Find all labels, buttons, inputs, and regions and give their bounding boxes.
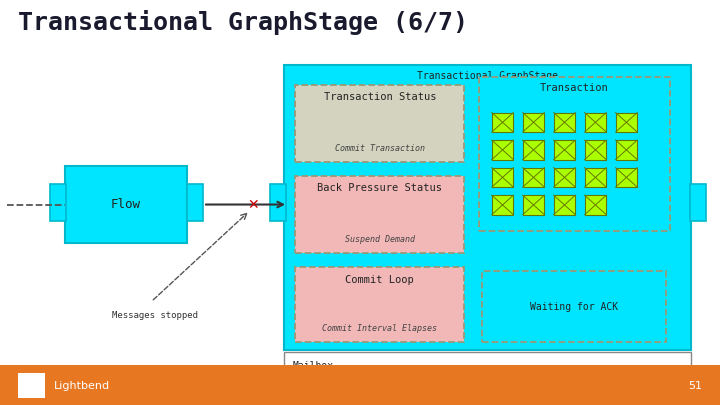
Text: Back Pressure Status: Back Pressure Status: [318, 183, 442, 194]
Text: Flow: Flow: [111, 198, 141, 211]
FancyBboxPatch shape: [65, 166, 187, 243]
FancyBboxPatch shape: [492, 168, 513, 187]
Text: ✕: ✕: [248, 198, 259, 211]
FancyBboxPatch shape: [690, 184, 706, 221]
FancyBboxPatch shape: [295, 176, 464, 253]
Text: 51: 51: [688, 381, 702, 390]
Text: Commit Loop: Commit Loop: [346, 275, 414, 285]
FancyBboxPatch shape: [616, 168, 637, 187]
FancyBboxPatch shape: [492, 195, 513, 215]
FancyBboxPatch shape: [482, 271, 666, 342]
Text: Transaction: Transaction: [540, 83, 608, 93]
FancyBboxPatch shape: [554, 140, 575, 160]
FancyBboxPatch shape: [616, 140, 637, 160]
Text: Transaction Status: Transaction Status: [323, 92, 436, 102]
FancyBboxPatch shape: [585, 195, 606, 215]
FancyBboxPatch shape: [523, 140, 544, 160]
FancyBboxPatch shape: [554, 113, 575, 132]
Text: Commit Transaction: Commit Transaction: [335, 144, 425, 153]
Text: Suspend Demand: Suspend Demand: [345, 235, 415, 244]
Text: Waiting for ACK: Waiting for ACK: [530, 302, 618, 312]
Text: Mailbox: Mailbox: [293, 360, 334, 371]
FancyBboxPatch shape: [523, 113, 544, 132]
FancyBboxPatch shape: [585, 140, 606, 160]
FancyBboxPatch shape: [270, 184, 286, 221]
FancyBboxPatch shape: [492, 113, 513, 132]
Text: Commit Interval Elapses: Commit Interval Elapses: [323, 324, 437, 333]
FancyBboxPatch shape: [187, 184, 203, 221]
Text: Lightbend: Lightbend: [54, 381, 110, 390]
FancyBboxPatch shape: [479, 77, 670, 231]
FancyBboxPatch shape: [616, 113, 637, 132]
FancyBboxPatch shape: [585, 113, 606, 132]
FancyBboxPatch shape: [295, 85, 464, 162]
FancyBboxPatch shape: [585, 168, 606, 187]
FancyBboxPatch shape: [492, 140, 513, 160]
FancyBboxPatch shape: [554, 168, 575, 187]
Text: Messages stopped: Messages stopped: [112, 311, 197, 320]
FancyBboxPatch shape: [295, 267, 464, 342]
FancyBboxPatch shape: [0, 364, 720, 405]
FancyBboxPatch shape: [284, 352, 691, 379]
FancyBboxPatch shape: [50, 184, 66, 221]
FancyBboxPatch shape: [554, 195, 575, 215]
FancyBboxPatch shape: [523, 195, 544, 215]
FancyBboxPatch shape: [18, 373, 45, 398]
FancyBboxPatch shape: [284, 65, 691, 350]
FancyBboxPatch shape: [523, 168, 544, 187]
Text: Transactional GraphStage (6/7): Transactional GraphStage (6/7): [18, 10, 468, 35]
Text: Transactional GraphStage: Transactional GraphStage: [418, 71, 558, 81]
